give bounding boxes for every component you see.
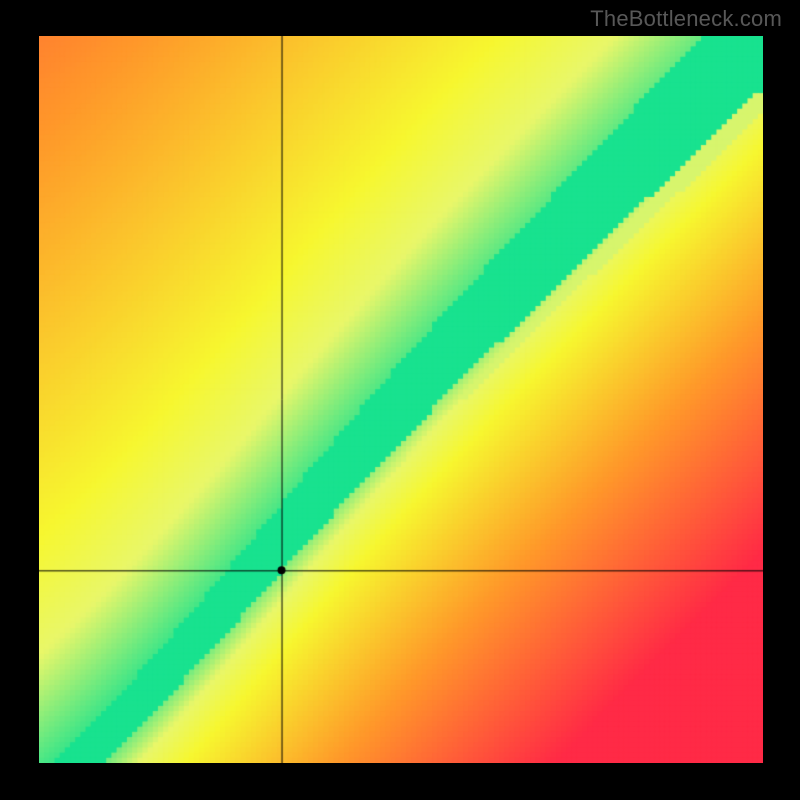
heatmap-plot <box>39 36 763 763</box>
watermark-text: TheBottleneck.com <box>590 6 782 32</box>
chart-container: TheBottleneck.com <box>0 0 800 800</box>
